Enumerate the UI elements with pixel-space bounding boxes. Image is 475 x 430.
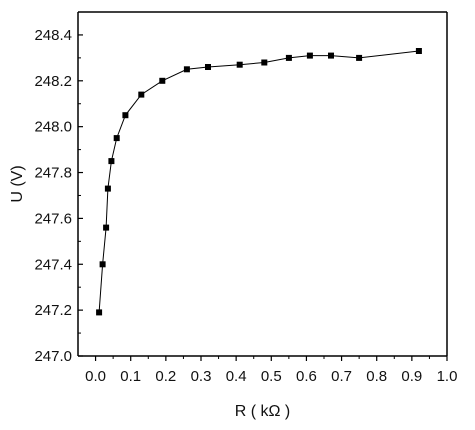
data-point bbox=[108, 158, 115, 165]
data-point bbox=[113, 135, 120, 142]
data-point bbox=[138, 91, 145, 98]
x-tick-label: 0.7 bbox=[331, 368, 352, 385]
x-tick-label: 0.1 bbox=[120, 368, 141, 385]
data-point bbox=[104, 185, 111, 192]
y-tick-label: 248.0 bbox=[34, 119, 72, 136]
x-tick-label: 0.9 bbox=[401, 368, 422, 385]
y-tick-label: 248.4 bbox=[34, 27, 72, 44]
series-line bbox=[98, 50, 419, 313]
data-point bbox=[122, 112, 129, 119]
data-point bbox=[306, 52, 313, 59]
data-point bbox=[285, 54, 292, 61]
data-point bbox=[183, 66, 190, 73]
x-tick-label: 0.5 bbox=[261, 368, 282, 385]
x-axis-title: R ( kΩ ) bbox=[235, 403, 291, 420]
data-point bbox=[236, 61, 243, 68]
data-point bbox=[261, 59, 268, 66]
data-point bbox=[328, 52, 334, 59]
y-tick-label: 247.6 bbox=[34, 210, 72, 227]
plot-area bbox=[77, 11, 448, 357]
x-tick-label: 0.3 bbox=[191, 368, 212, 385]
x-tick-label: 0.4 bbox=[226, 368, 247, 385]
y-axis-title: U (V) bbox=[9, 165, 26, 202]
x-tick-label: 0.0 bbox=[85, 368, 106, 385]
x-tick-label: 0.2 bbox=[155, 368, 176, 385]
y-tick-label: 247.8 bbox=[34, 165, 72, 182]
data-point bbox=[96, 309, 103, 316]
y-tick-label: 247.2 bbox=[34, 302, 72, 319]
y-tick-label: 248.2 bbox=[34, 73, 72, 90]
x-tick-label: 0.8 bbox=[366, 368, 387, 385]
x-tick-label: 0.6 bbox=[296, 368, 317, 385]
y-tick-label: 247.0 bbox=[34, 348, 72, 365]
x-tick-label: 1.0 bbox=[437, 368, 458, 385]
data-point bbox=[205, 64, 211, 70]
y-axis: 247.0 247.2 247.4 247.6 247.8 248.0 248.2 248.4 bbox=[34, 27, 83, 365]
x-axis: 0.0 0.1 0.2 0.3 0.4 0.5 0.6 0.7 0.8 0.9 1.0 bbox=[85, 356, 457, 385]
data-point bbox=[103, 224, 110, 231]
data-point bbox=[415, 48, 422, 54]
data-point bbox=[159, 77, 166, 84]
data-point bbox=[356, 54, 363, 61]
y-tick-label: 247.4 bbox=[34, 256, 72, 273]
data-point bbox=[99, 261, 106, 268]
series-layer bbox=[96, 48, 422, 316]
